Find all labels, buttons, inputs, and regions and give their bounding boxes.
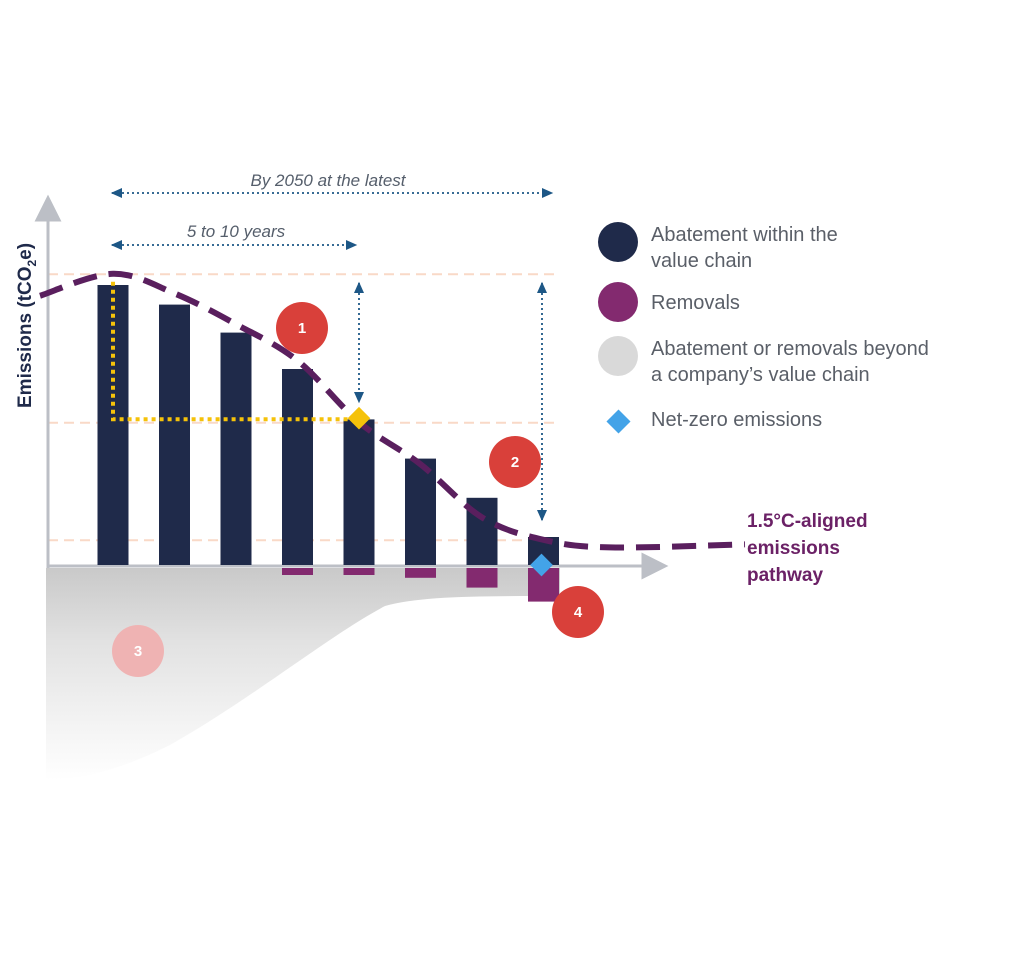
- abatement-bar: [343, 419, 375, 565]
- net-zero-marker: [530, 553, 553, 577]
- y-axis-label: Emissions (tCO2e): [15, 243, 39, 408]
- step-badge: [276, 302, 328, 354]
- legend-label: Abatement or removals beyond a company’s …: [651, 338, 929, 386]
- legend-label: Abatement within the value chain: [651, 224, 838, 272]
- interim-target-guide-line: [111, 281, 359, 422]
- abatement-bars: [97, 285, 559, 565]
- step-badge-number: 1: [298, 320, 306, 337]
- beyond-swatch-icon: [598, 336, 638, 376]
- removal-bar: [405, 568, 436, 578]
- abatement-bar: [97, 285, 129, 565]
- removal-bar: [282, 568, 313, 575]
- pathway-label: 1.5°C-aligned emissions pathway: [747, 511, 873, 586]
- interim-target-marker: [347, 406, 371, 430]
- interim-target-guide: [111, 281, 359, 422]
- legend-item-beyond: Abatement or removals beyond a company’s …: [598, 336, 929, 388]
- net-zero-diamond-icon: [598, 401, 638, 441]
- beyond-value-chain-area: [46, 568, 560, 780]
- step-badge-number: 2: [511, 454, 519, 471]
- legend-label: Net-zero emissions: [651, 409, 823, 431]
- short-range-label: 5 to 10 years: [187, 222, 286, 241]
- legend-label: Removals: [651, 292, 740, 314]
- pathway-label-line: emissions: [747, 538, 840, 559]
- removal-bar: [343, 568, 375, 575]
- pathway-label-line: 1.5°C-aligned: [747, 511, 868, 532]
- abatement-swatch-icon: [598, 222, 638, 262]
- pathway-label-line: pathway: [747, 565, 823, 586]
- step-badge-number: 4: [574, 604, 583, 621]
- abatement-bar: [159, 304, 190, 565]
- step-badge: [489, 436, 541, 488]
- step-badge: [112, 625, 164, 677]
- removal-bar: [466, 568, 498, 588]
- long-range-label: By 2050 at the latest: [251, 171, 407, 190]
- target-markers: [347, 406, 553, 577]
- step-badge-number: 3: [134, 643, 142, 660]
- axes: [34, 194, 669, 580]
- beyond-value-chain-shape: [46, 568, 560, 780]
- step-badges: 1 2 3 4: [112, 302, 604, 677]
- abatement-bar: [405, 458, 436, 565]
- legend-item-net-zero: Net-zero emissions: [598, 401, 822, 441]
- legend-item-removals: Removals: [598, 282, 740, 322]
- abatement-bar: [220, 332, 252, 565]
- removals-swatch-icon: [598, 282, 638, 322]
- legend-item-abatement: Abatement within the value chain: [598, 222, 838, 274]
- step-badge: [552, 586, 604, 638]
- range-arrows: [110, 187, 554, 522]
- abatement-bar: [282, 369, 313, 565]
